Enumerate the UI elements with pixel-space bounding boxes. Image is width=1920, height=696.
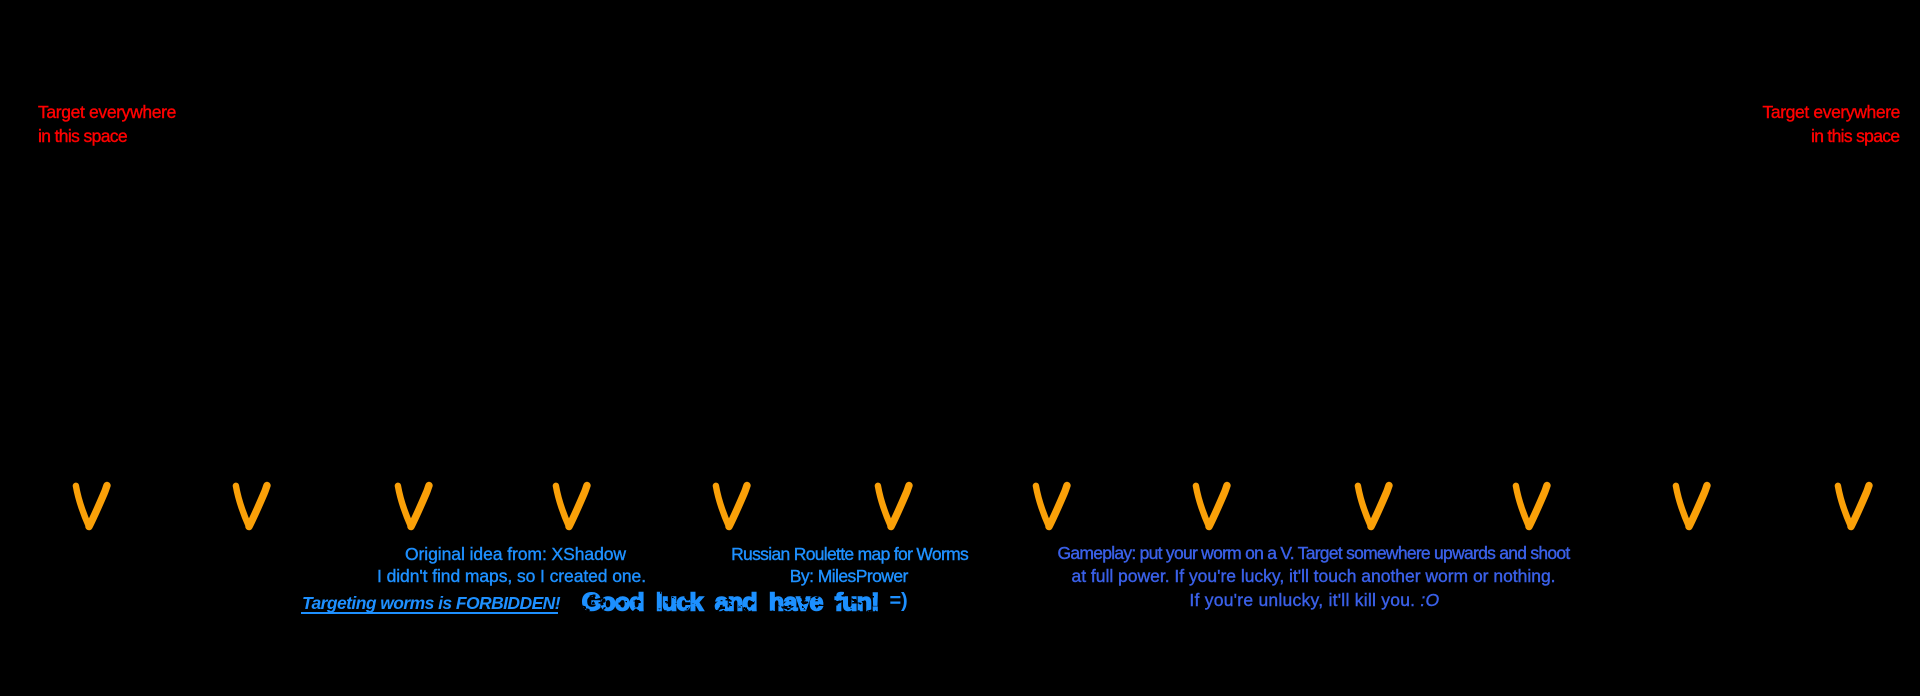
svg-text:Good luck and have fun!: Good luck and have fun! — [582, 589, 879, 617]
